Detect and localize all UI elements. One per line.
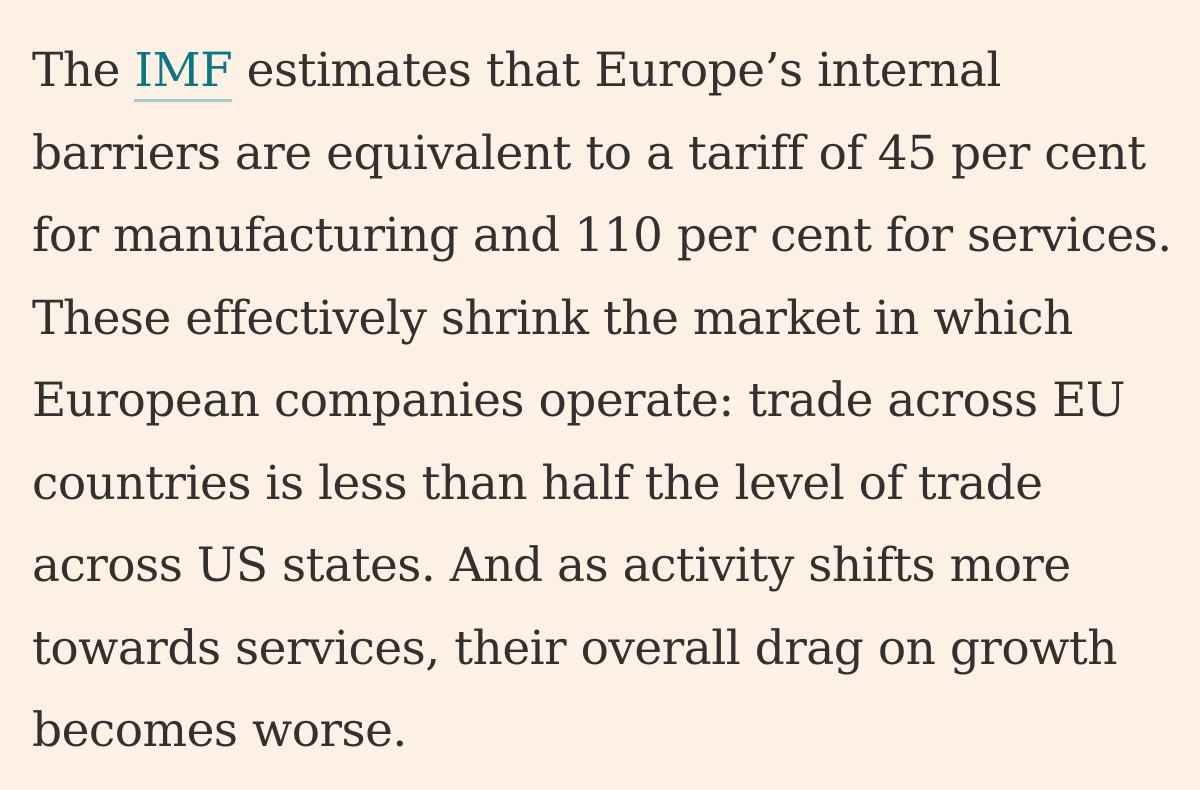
paragraph-line-9: becomes worse. (32, 703, 407, 758)
paragraph-line-6: countries is less than half the level of… (32, 455, 1043, 511)
article-paragraph: The IMF estimates that Europe’s internal… (32, 30, 1182, 773)
paragraph-line-1: The IMF estimates that Europe’s internal (32, 30, 1182, 113)
paragraph-line-5: European companies operate: trade across… (32, 373, 1126, 428)
paragraph-line-3: for manufacturing and 110 per cent for s… (32, 208, 1172, 263)
imf-link[interactable]: IMF (134, 43, 233, 102)
paragraph-text-before-link: The (32, 43, 135, 98)
paragraph-text-after-link: estimates that Europe’s internal (232, 43, 1002, 98)
paragraph-line-8: towards services, their overall drag on … (32, 620, 1118, 676)
paragraph-line-7: across US states. And as activity shifts… (32, 538, 1071, 593)
paragraph-line-2: barriers are equivalent to a tariff of 4… (32, 125, 1146, 181)
paragraph-line-4: These effectively shrink the market in w… (32, 290, 1073, 346)
